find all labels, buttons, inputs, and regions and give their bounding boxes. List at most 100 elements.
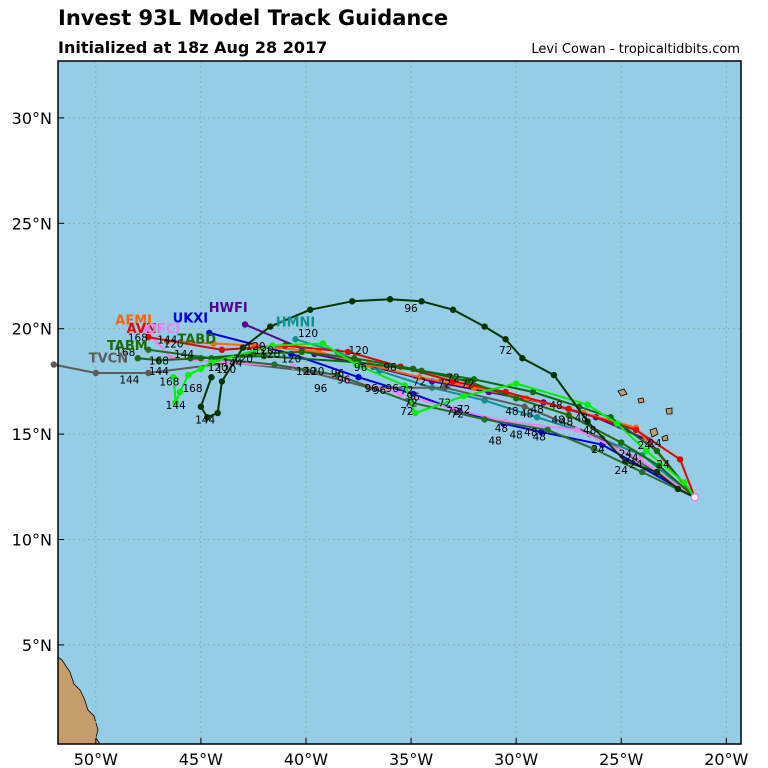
track-point <box>134 355 142 362</box>
track-point <box>140 325 148 332</box>
graticule <box>58 61 741 744</box>
forecast-hour-label: 120 <box>208 362 228 374</box>
forecast-hour-label: 144 <box>166 400 186 412</box>
lon-tick-label: 45°W <box>179 750 223 768</box>
forecast-hour-labels: 2448487296120120969616848729612048729612… <box>115 303 670 477</box>
track-point <box>145 333 152 341</box>
track-point <box>197 403 205 410</box>
track-point <box>353 361 360 368</box>
lon-tick-label: 40°W <box>284 750 328 768</box>
track-point <box>590 445 598 453</box>
forecast-hour-label: 24 <box>619 448 633 460</box>
track-point <box>187 355 194 362</box>
forecast-hour-label: 96 <box>373 385 387 397</box>
track-point <box>519 355 526 362</box>
forecast-hour-label: 48 <box>551 415 564 427</box>
south-america-land <box>57 656 101 745</box>
forecast-hour-label: 144 <box>149 366 169 378</box>
track-point <box>145 369 152 377</box>
track-point <box>349 298 356 305</box>
track-point <box>533 414 541 421</box>
forecast-hour-label: 48 <box>549 400 562 412</box>
forecast-hour-label: 48 <box>505 406 518 418</box>
forecast-hour-label: 24 <box>615 465 629 477</box>
track-point <box>386 296 394 303</box>
forecast-hour-label: 48 <box>520 408 533 420</box>
forecast-hour-label: 72 <box>438 379 451 391</box>
credit-text: Levi Cowan - tropicaltidbits.com <box>531 42 740 57</box>
forecast-hour-label: 72 <box>400 385 413 397</box>
forecast-hour-label: 96 <box>354 362 368 374</box>
track-point <box>550 371 558 379</box>
forecast-hour-label: 96 <box>364 383 378 395</box>
forecast-hour-label: 72 <box>404 398 417 410</box>
track-point <box>538 428 545 436</box>
track-point <box>267 323 274 330</box>
forecast-hour-label: 168 <box>115 347 135 359</box>
track-point <box>418 367 425 375</box>
track-point <box>584 401 591 408</box>
forecast-hour-label: 120 <box>164 339 184 351</box>
track-point <box>208 359 215 366</box>
forecast-hour-label: 48 <box>509 429 522 441</box>
model-name-label: AVNI <box>127 322 162 337</box>
track-point <box>197 365 205 372</box>
track-point <box>464 378 471 385</box>
forecast-hour-label: 72 <box>400 406 413 418</box>
forecast-hour-label: 144 <box>157 334 177 346</box>
track-point <box>206 329 213 337</box>
forecast-hour-label: 144 <box>174 349 194 361</box>
track-point <box>355 374 362 381</box>
model-name-label: HWFI <box>209 301 248 316</box>
forecast-hour-label: 96 <box>406 391 420 403</box>
track-point <box>376 367 383 375</box>
model-name-label: UKXI <box>173 311 209 326</box>
forecast-hour-label: 120 <box>254 345 274 357</box>
cape-verde-island <box>665 407 673 415</box>
track-point <box>502 336 509 343</box>
forecast-hour-label: 144 <box>119 375 139 387</box>
forecast-hour-label: 24 <box>638 440 652 452</box>
track-point <box>292 336 299 343</box>
forecast-hour-label: 120 <box>260 349 280 361</box>
cape-verde-island <box>617 388 628 397</box>
model-tracks <box>50 296 700 502</box>
forecast-hour-label: 96 <box>385 383 399 395</box>
forecast-hour-label: 24 <box>648 438 662 450</box>
forecast-hour-label: 96 <box>337 375 351 387</box>
track-point <box>460 392 467 400</box>
forecast-hour-label: 72 <box>461 379 474 391</box>
axis-ticks: 50°W 45°W 40°W 35°W 30°W 25°W 20°W 5°N 10°N 15°N 2… <box>12 109 749 768</box>
track-point <box>449 306 457 313</box>
track-point <box>618 439 625 446</box>
track-point <box>676 456 684 463</box>
forecast-hour-label: 72 <box>413 377 426 389</box>
track-point <box>681 479 688 486</box>
cape-verde-island <box>637 397 645 404</box>
lon-tick-label: 35°W <box>389 750 433 768</box>
track-point <box>643 447 650 455</box>
track-point <box>449 378 457 385</box>
track-point <box>632 426 640 434</box>
track-point <box>412 409 419 417</box>
track-point <box>397 390 404 398</box>
lon-tick-label: 25°W <box>599 750 643 768</box>
model-name-label: TABD <box>177 332 216 347</box>
forecast-hour-label: 168 <box>159 377 179 389</box>
track-point <box>344 348 352 356</box>
track-point <box>529 388 537 396</box>
track-point <box>218 346 226 353</box>
forecast-hour-label: 72 <box>446 406 459 418</box>
lat-tick-label: 15°N <box>12 425 52 444</box>
lat-tick-label: 25°N <box>12 214 52 233</box>
model-name-label: OFCI <box>146 322 180 337</box>
track-point <box>418 298 425 305</box>
forecast-hour-label: 48 <box>560 417 573 429</box>
forecast-hour-label: 96 <box>404 303 418 315</box>
track-point <box>269 342 276 349</box>
track-point <box>622 458 629 465</box>
forecast-hour-label: 48 <box>524 427 537 439</box>
forecast-hour-label: 120 <box>281 353 301 365</box>
track-point <box>204 414 211 421</box>
